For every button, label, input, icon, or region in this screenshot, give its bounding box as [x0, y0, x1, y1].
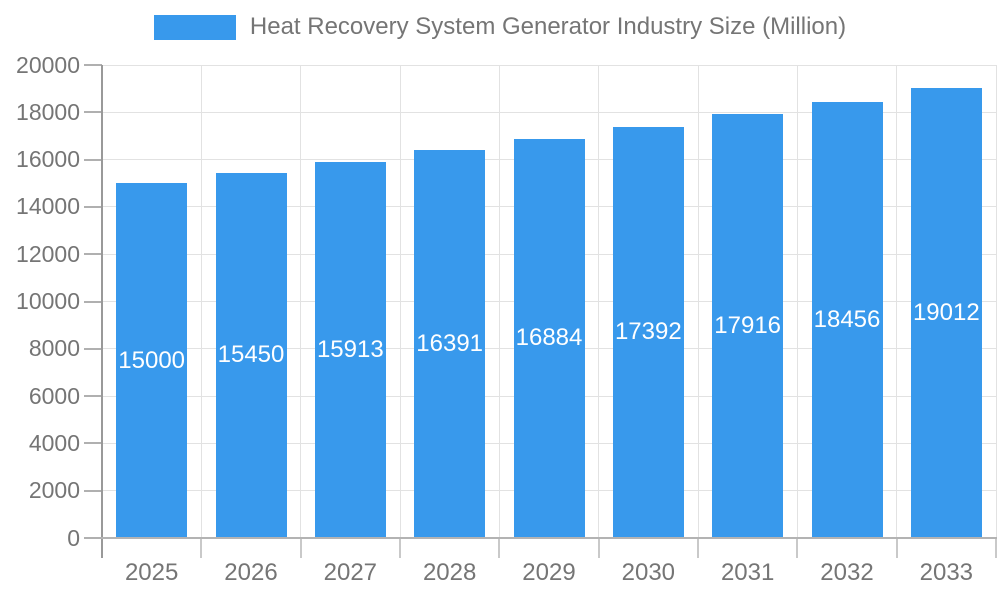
gridline-horizontal: [102, 64, 996, 66]
x-axis-tick: [399, 539, 401, 558]
bar[interactable]: [811, 101, 883, 538]
y-tick-label: 20000: [16, 51, 80, 78]
y-tick-label: 0: [67, 524, 80, 551]
x-axis-tick: [498, 539, 501, 558]
x-axis-tick: [895, 539, 898, 558]
x-axis-tick: [200, 539, 203, 558]
y-tick-label: 14000: [16, 193, 80, 220]
x-tick-label: 2026: [224, 559, 278, 586]
gridline-vertical: [796, 65, 798, 538]
bar[interactable]: [513, 138, 585, 538]
x-axis-tick: [697, 539, 699, 558]
y-axis-tick: [84, 205, 102, 208]
y-axis-tick: [84, 347, 102, 350]
y-tick-label: 2000: [28, 477, 80, 504]
y-axis-tick: [84, 300, 102, 303]
y-axis-tick: [84, 442, 102, 445]
bar[interactable]: [712, 114, 784, 538]
gridline-vertical: [399, 65, 401, 538]
gridline-vertical: [200, 65, 202, 538]
x-tick-label: 2033: [919, 559, 974, 586]
x-axis-tick: [995, 539, 997, 558]
legend-label: Heat Recovery System Generator Industry …: [249, 13, 847, 40]
y-tick-label: 8000: [28, 335, 80, 362]
x-tick-label: 2029: [522, 559, 576, 586]
y-axis-tick: [84, 537, 102, 539]
bar[interactable]: [910, 88, 982, 538]
legend-swatch: [153, 14, 236, 40]
x-tick-label: 2032: [820, 559, 874, 586]
legend[interactable]: Heat Recovery System Generator Industry …: [0, 13, 1000, 41]
y-tick-label: 16000: [16, 146, 80, 173]
bar[interactable]: [612, 126, 684, 538]
gridline-vertical: [995, 65, 997, 538]
gridline-horizontal: [102, 111, 996, 113]
gridline-vertical: [498, 65, 500, 538]
x-tick-label: 2025: [124, 559, 179, 586]
x-tick-label: 2030: [621, 559, 676, 586]
gridline-vertical: [300, 65, 302, 538]
x-tick-label: 2027: [323, 559, 378, 586]
x-tick-label: 2028: [422, 559, 477, 586]
y-axis-tick: [84, 158, 102, 161]
y-axis-tick: [84, 111, 102, 114]
plot-area: 15000 15450 15913 16391 16884 17392 17916 18456…: [102, 64, 997, 538]
y-axis-tick: [84, 395, 102, 398]
y-tick-label: 6000: [28, 382, 80, 409]
x-axis-line: [101, 537, 997, 539]
gridline-vertical: [598, 65, 600, 538]
x-tick-label: 2031: [720, 559, 775, 586]
y-axis-tick: [84, 64, 102, 66]
y-axis-tick: [84, 489, 102, 492]
y-tick-label: 18000: [16, 98, 80, 125]
y-tick-label: 12000: [16, 240, 80, 267]
bar[interactable]: [215, 172, 287, 538]
bar[interactable]: [414, 150, 486, 538]
gridline-vertical: [697, 65, 699, 538]
x-axis-tick: [597, 539, 600, 558]
y-tick-label: 4000: [28, 429, 80, 456]
bar[interactable]: [116, 183, 188, 538]
gridline-vertical: [896, 65, 898, 538]
x-axis-tick: [299, 539, 302, 558]
y-axis-line: [101, 65, 103, 558]
x-axis-tick: [796, 539, 799, 558]
bar[interactable]: [314, 161, 386, 538]
y-tick-label: 10000: [16, 288, 80, 314]
y-axis-tick: [84, 253, 102, 256]
